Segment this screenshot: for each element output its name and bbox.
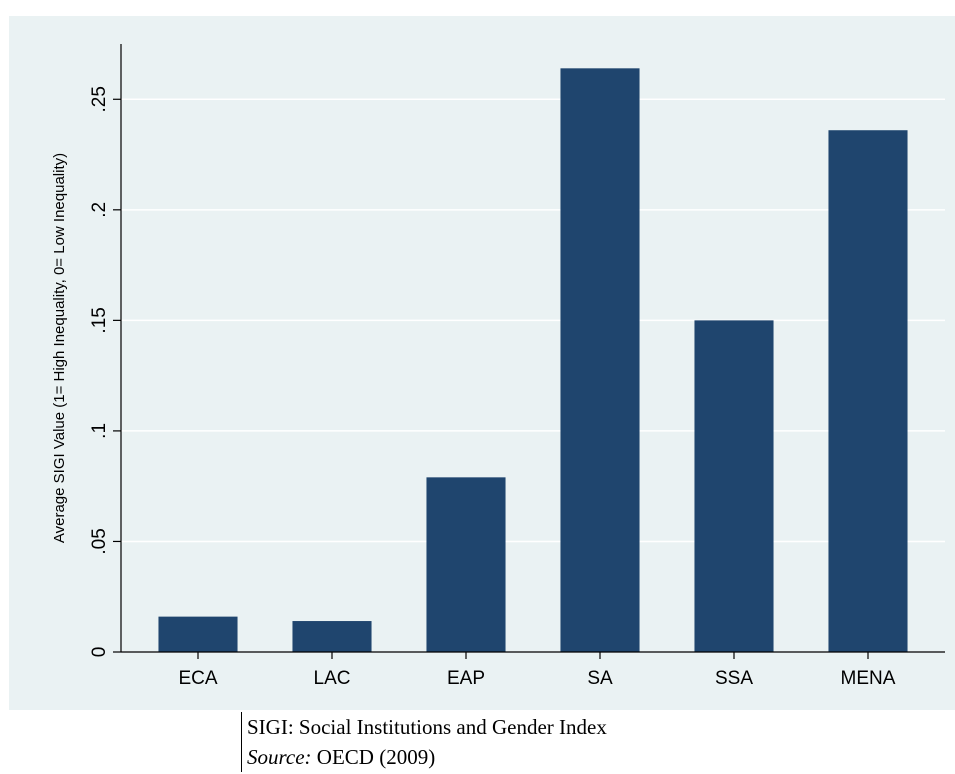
y-ticks: 0 .05 .1 .15 .2 .25 — [89, 86, 121, 657]
x-tick-label: EAP — [447, 668, 485, 689]
y-axis-title: Average SIGI Value (1= High Inequality, … — [51, 153, 68, 543]
axes — [120, 44, 945, 653]
y-tick-label: 0 — [89, 647, 110, 658]
source-text: OECD (2009) — [311, 745, 436, 769]
note-source: Source: OECD (2009) — [247, 742, 607, 772]
figure-notes: SIGI: Social Institutions and Gender Ind… — [241, 712, 607, 772]
note-definition: SIGI: Social Institutions and Gender Ind… — [247, 715, 607, 739]
x-tick-label: LAC — [314, 668, 351, 689]
x-tick-label: MENA — [841, 668, 896, 689]
bars — [158, 68, 908, 652]
bar-mena — [828, 130, 908, 652]
bar-chart: 0 .05 .1 .15 .2 .25 ECA LAC EAP SA SSA MENA Averag… — [51, 44, 945, 689]
bar-lac — [292, 621, 372, 652]
y-tick-label: .15 — [89, 307, 110, 333]
y-tick-label: .25 — [89, 86, 110, 112]
bar-ssa — [694, 320, 774, 652]
y-tick-label: .05 — [89, 528, 110, 554]
x-tick-labels: ECA LAC EAP SA SSA MENA — [178, 652, 896, 689]
bar-eap — [426, 477, 506, 652]
source-prefix: Source: — [247, 745, 312, 769]
bar-sa — [560, 68, 640, 652]
bar-eca — [158, 616, 238, 652]
x-tick-label: SSA — [715, 668, 753, 689]
y-tick-label: .2 — [89, 202, 110, 218]
x-tick-label: SA — [587, 668, 613, 689]
grid-lines — [121, 98, 945, 543]
x-tick-label: ECA — [178, 668, 217, 689]
y-tick-label: .1 — [89, 423, 110, 439]
